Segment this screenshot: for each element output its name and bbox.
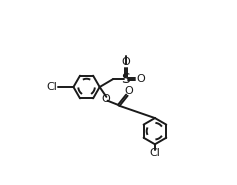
Text: Cl: Cl [150, 148, 160, 158]
Text: O: O [101, 94, 110, 104]
Text: S: S [121, 72, 130, 86]
Text: O: O [125, 86, 133, 96]
Text: Cl: Cl [47, 82, 58, 92]
Text: O: O [137, 74, 145, 84]
Text: O: O [121, 57, 130, 67]
